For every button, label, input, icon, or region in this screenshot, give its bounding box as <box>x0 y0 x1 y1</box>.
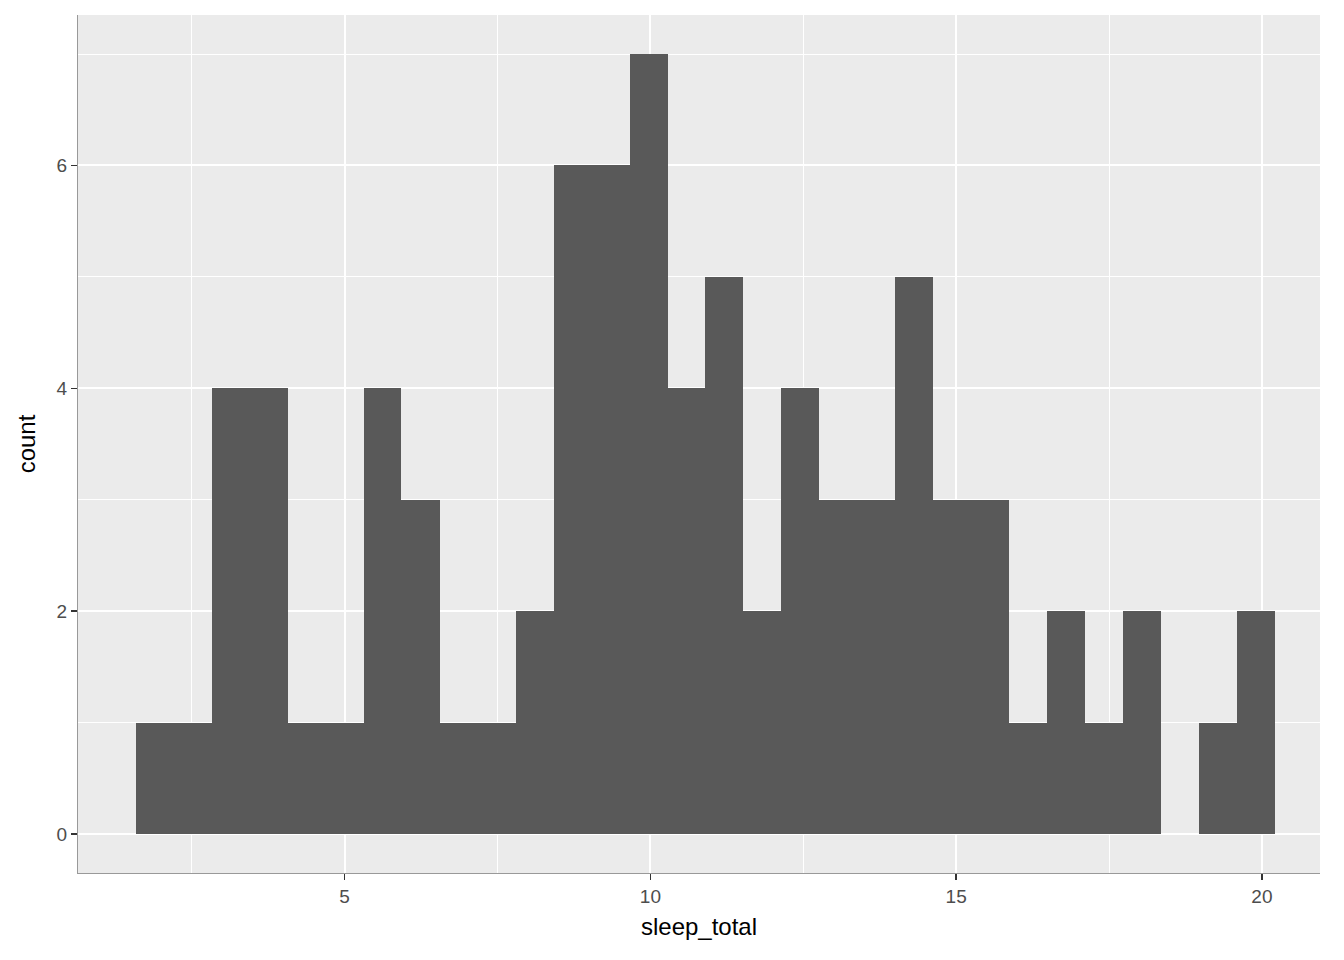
svg-text:2: 2 <box>57 601 68 622</box>
svg-text:count: count <box>13 414 40 473</box>
svg-text:4: 4 <box>57 378 68 399</box>
svg-text:sleep_total: sleep_total <box>641 913 757 940</box>
svg-text:10: 10 <box>640 886 661 907</box>
svg-text:6: 6 <box>57 155 68 176</box>
svg-text:5: 5 <box>339 886 350 907</box>
svg-text:0: 0 <box>57 824 68 845</box>
svg-text:20: 20 <box>1251 886 1272 907</box>
svg-text:15: 15 <box>946 886 967 907</box>
